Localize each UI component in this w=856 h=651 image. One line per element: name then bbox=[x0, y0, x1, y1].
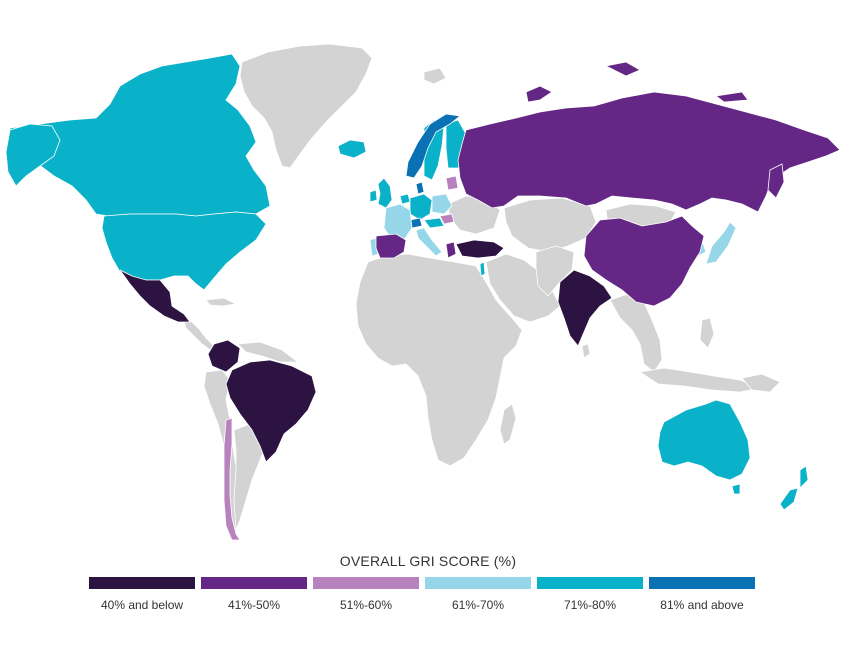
band-61-70-regions bbox=[369, 193, 737, 265]
world-map bbox=[5, 43, 841, 541]
netherlands-shape bbox=[399, 193, 411, 205]
indonesia-shape bbox=[638, 367, 762, 393]
denmark-shape bbox=[415, 181, 425, 195]
colombia-shape bbox=[207, 339, 241, 373]
novaya-zemlya-shape bbox=[525, 85, 553, 103]
central-america-shape bbox=[182, 317, 215, 351]
band-51-60-regions bbox=[223, 175, 459, 541]
tasmania-shape bbox=[731, 483, 741, 495]
philippines-shape bbox=[699, 317, 715, 349]
austria-shape bbox=[423, 217, 445, 229]
australia-shape bbox=[657, 399, 751, 481]
legend-item-81-above: 81% and above bbox=[649, 577, 755, 617]
spain-shape bbox=[375, 233, 407, 259]
band-81-above-regions bbox=[405, 113, 461, 229]
legend-label-81-above: 81% and above bbox=[660, 598, 744, 612]
legend-swatch-71-80 bbox=[537, 577, 643, 589]
no-data-regions bbox=[182, 43, 781, 541]
legend-swatch-61-70 bbox=[425, 577, 531, 589]
alaska-shape bbox=[5, 123, 61, 187]
turkey-shape bbox=[455, 239, 505, 259]
legend-swatch-81-above bbox=[649, 577, 755, 589]
legend-label-61-70: 61%-70% bbox=[451, 598, 505, 612]
legend-item-51-60: 51%-60% bbox=[313, 577, 419, 617]
uk-shape bbox=[377, 177, 393, 209]
legend-item-61-70: 61%-70% bbox=[425, 577, 531, 617]
legend-swatch-41-50 bbox=[201, 577, 307, 589]
caribbean-shape bbox=[205, 297, 238, 307]
band-41-50-regions bbox=[375, 61, 841, 307]
legend-swatch-40-below bbox=[89, 577, 195, 589]
japan-shape bbox=[705, 221, 737, 265]
svalbard-shape bbox=[423, 67, 447, 85]
france-shape bbox=[383, 203, 413, 241]
legend-label-41-50: 41%-50% bbox=[227, 598, 281, 612]
legend-swatch-51-60 bbox=[313, 577, 419, 589]
ireland-shape bbox=[369, 189, 378, 203]
venezuela-guiana-shape bbox=[237, 341, 300, 363]
legend: 40% and below 41%-50% 51%-60% 61%-70% 71… bbox=[89, 577, 756, 617]
legend-item-71-80: 71%-80% bbox=[537, 577, 643, 617]
band-40-below-regions bbox=[119, 239, 613, 463]
middle-east-shape bbox=[485, 253, 561, 323]
band-71-80-regions bbox=[5, 53, 809, 511]
legend-item-40-below: 40% and below bbox=[89, 577, 195, 617]
legend-label-71-80: 71%-80% bbox=[563, 598, 617, 612]
russia-shape bbox=[457, 91, 841, 213]
mexico-shape bbox=[119, 269, 191, 323]
germany-shape bbox=[409, 193, 433, 221]
sri-lanka-shape bbox=[581, 343, 591, 359]
arctic-islands-shape bbox=[604, 61, 749, 103]
central-asia-shape bbox=[503, 197, 597, 253]
india-shape bbox=[557, 269, 613, 347]
papua-shape bbox=[741, 373, 781, 393]
legend-label-51-60: 51%-60% bbox=[339, 598, 393, 612]
greece-shape bbox=[445, 241, 457, 259]
iceland-shape bbox=[337, 139, 367, 159]
madagascar-shape bbox=[499, 403, 517, 445]
kamchatka-shape bbox=[767, 163, 785, 199]
norway-shape bbox=[405, 113, 461, 179]
canada-shape bbox=[9, 53, 271, 217]
hungary-shape bbox=[439, 213, 455, 225]
united-states-shape bbox=[101, 211, 267, 291]
legend-label-40-below: 40% and below bbox=[100, 598, 184, 612]
brazil-shape bbox=[225, 359, 317, 463]
new-zealand-shape bbox=[779, 465, 809, 511]
legend-item-41-50: 41%-50% bbox=[201, 577, 307, 617]
china-shape bbox=[583, 215, 705, 307]
poland-shape bbox=[431, 193, 453, 215]
israel-shape bbox=[479, 261, 486, 277]
chile-shape bbox=[223, 417, 241, 541]
greenland-shape bbox=[239, 43, 373, 169]
italy-shape bbox=[415, 227, 443, 257]
legend-title: OVERALL GRI SCORE (%) bbox=[339, 553, 517, 569]
eastern-baltic-shape bbox=[445, 175, 459, 191]
africa-shape bbox=[355, 253, 523, 467]
